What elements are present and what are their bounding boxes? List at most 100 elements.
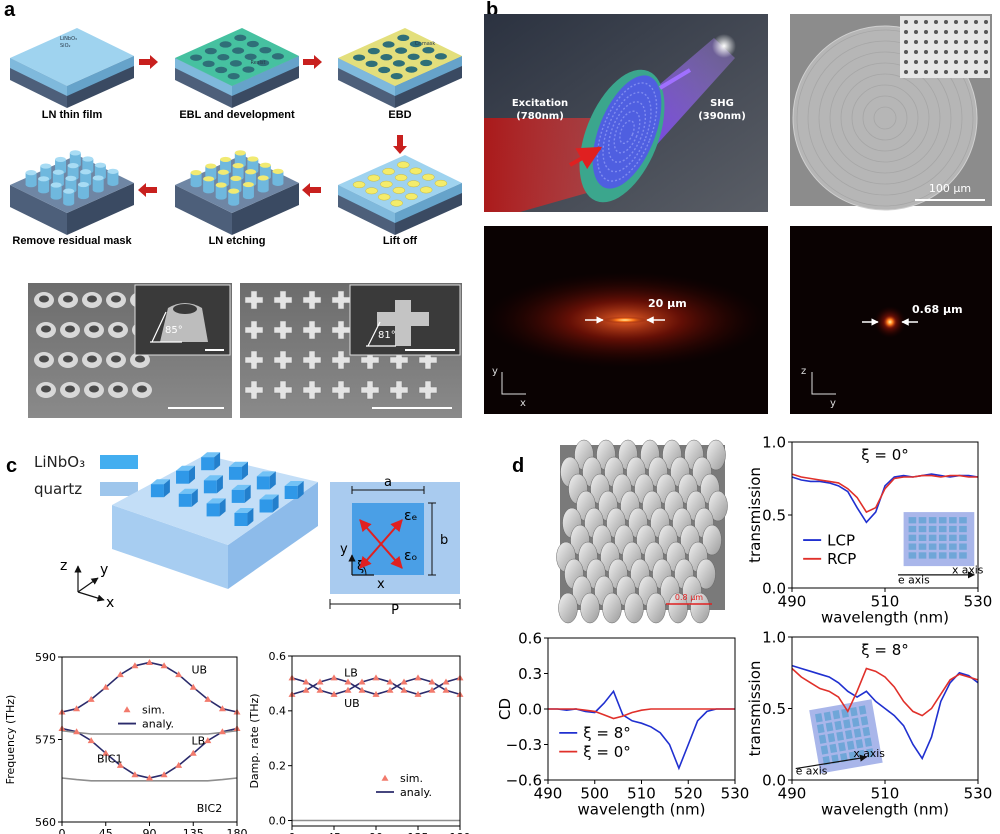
coord-axis <box>77 577 99 593</box>
marker <box>428 686 436 693</box>
pillar-top <box>190 170 202 176</box>
sem-cross <box>331 290 351 310</box>
inset-dot <box>964 70 968 74</box>
inset-cell <box>846 740 855 750</box>
sem-ring-hole <box>87 295 97 303</box>
cube-side <box>214 452 221 471</box>
process-step <box>175 28 299 108</box>
x-axis-title: wavelength (nm) <box>821 609 949 627</box>
pillar-base <box>107 180 119 186</box>
marker <box>400 686 408 693</box>
panel-label: a <box>4 0 16 21</box>
material-label: LiNbO₃ <box>34 453 85 471</box>
inset-cell <box>908 525 917 533</box>
pillar-top <box>215 182 227 188</box>
pillar-top <box>220 156 232 163</box>
process-step <box>10 150 134 235</box>
pillar <box>94 165 106 178</box>
step-label: LN thin film <box>42 109 103 121</box>
legend-label: ξ = 8° <box>583 724 631 742</box>
hole <box>397 34 410 42</box>
cube-front <box>234 513 248 526</box>
metasurface <box>592 75 662 189</box>
cr-dot <box>390 199 403 207</box>
hole <box>380 54 393 61</box>
inset-dot <box>914 70 918 74</box>
sem-inset <box>900 16 990 78</box>
x-tick-label: 490 <box>778 593 807 611</box>
sem-ring-hole <box>89 385 99 393</box>
pillar-top <box>247 156 259 162</box>
pillar-top <box>272 168 284 174</box>
x-tick-label: 530 <box>964 785 993 803</box>
x-tick-label: 0 <box>59 827 66 834</box>
inset-dot <box>924 70 928 74</box>
cube-side <box>189 465 195 484</box>
hole <box>217 54 230 61</box>
pillar-top <box>38 176 50 182</box>
panel-label: d <box>512 455 524 477</box>
inset-cell <box>959 552 967 559</box>
cube-side <box>244 484 251 503</box>
cube-top <box>256 471 276 477</box>
cube-side <box>269 471 276 490</box>
pillar <box>69 152 81 165</box>
pillar <box>80 171 92 184</box>
hole <box>390 72 403 80</box>
cube-top <box>259 494 279 500</box>
inset-dot <box>944 50 948 54</box>
y-tick-label: 0.6 <box>518 629 542 647</box>
beam-label: (780nm) <box>516 111 564 122</box>
film-face <box>338 58 395 96</box>
layer-label: LiNbO₃ <box>60 36 77 42</box>
inset-cell <box>866 748 874 758</box>
cube-side <box>247 508 254 526</box>
pillar <box>67 165 79 178</box>
pillar-base <box>272 180 284 186</box>
panel-label: c <box>6 455 17 477</box>
x-tick-label: 90 <box>369 831 383 834</box>
x-tick-label: 45 <box>99 827 113 834</box>
cube-top <box>229 461 248 467</box>
inset-dot <box>904 70 908 74</box>
inset-dot <box>934 30 938 34</box>
film-face <box>175 58 232 96</box>
sem-cross <box>273 290 293 310</box>
sem-cross <box>331 350 351 370</box>
hole <box>434 53 447 60</box>
chart: 490 510 530 0.0 0.5 1.0 ξ = 0° wavelength (nm) t… <box>746 433 992 626</box>
cube-top <box>206 498 226 504</box>
film-face <box>67 56 134 96</box>
hole <box>232 47 245 54</box>
y-tick-label: 0.5 <box>762 506 786 524</box>
annotation: e axis <box>796 764 828 777</box>
cr-dot <box>397 161 410 169</box>
cube-front <box>150 484 164 498</box>
pillar-top <box>230 175 242 181</box>
film-face <box>395 56 462 96</box>
hole <box>190 54 203 61</box>
inset-cell <box>834 720 843 731</box>
inset-dot <box>984 50 988 54</box>
x-tick-label: 530 <box>964 593 993 611</box>
pillar <box>245 171 257 184</box>
pillar-top <box>63 188 75 194</box>
pillar <box>232 165 244 178</box>
series-line <box>791 664 979 761</box>
film-face <box>395 183 462 223</box>
pillar-top <box>107 168 119 174</box>
inset-cell <box>938 552 947 559</box>
pillar <box>107 171 119 184</box>
axis-name: y <box>340 542 348 557</box>
sem-ring-hole <box>65 385 75 393</box>
inset-cell <box>959 543 967 550</box>
inset-cell <box>816 723 825 734</box>
step-label: LN etching <box>209 235 266 247</box>
pillar <box>65 178 77 191</box>
inset-cell <box>855 739 864 749</box>
annotation: x axis <box>853 747 885 760</box>
y-tick-label: 0.3 <box>518 665 542 683</box>
legend-label: analy. <box>142 717 174 730</box>
x-tick-label: 510 <box>871 593 900 611</box>
cr-dot <box>365 187 378 195</box>
